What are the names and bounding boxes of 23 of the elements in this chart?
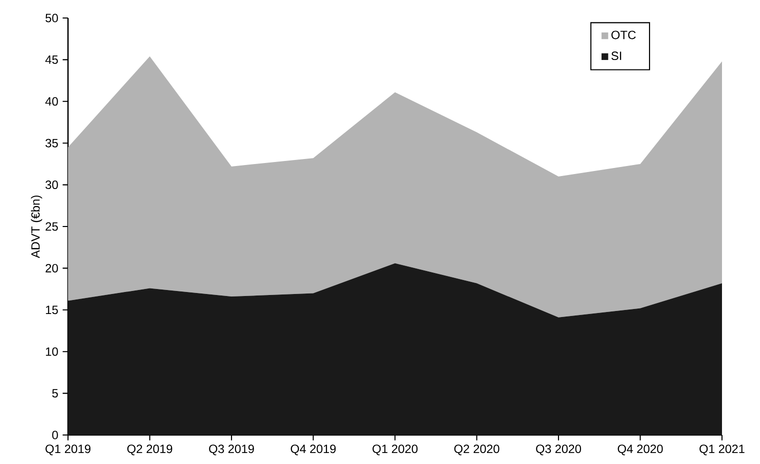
y-tick-label: 50 [46,14,58,22]
y-axis-title: ADVT (€bn) [30,196,42,258]
x-tick-label: Q3 2019 [209,444,254,456]
y-tick-label: 25 [46,222,58,231]
x-tick-label: Q2 2020 [454,444,500,456]
y-tick-label: 15 [46,306,58,314]
x-tick-label: Q1 2020 [372,444,418,456]
y-tick-label: 35 [46,138,58,148]
x-tick-label: Q1 2021 [700,444,744,456]
legend-label: OTC [611,30,636,40]
legend-label: SI [611,52,622,60]
y-tick-label: 40 [45,97,58,106]
x-tick-label: Q4 2020 [618,444,663,456]
x-tick-label: Q1 2019 [46,444,90,456]
y-tick-label: 30 [46,180,58,190]
y-tick-label: 10 [46,347,58,356]
y-tick-label: 20 [46,264,58,272]
y-tick-label: 0 [52,430,58,440]
x-tick-label: Q4 2019 [290,444,336,456]
y-tick-label: 5 [52,389,58,398]
y-tick-label: 45 [45,56,58,64]
x-tick-label: Q2 2019 [127,444,172,456]
x-tick-label: Q3 2020 [536,444,582,456]
